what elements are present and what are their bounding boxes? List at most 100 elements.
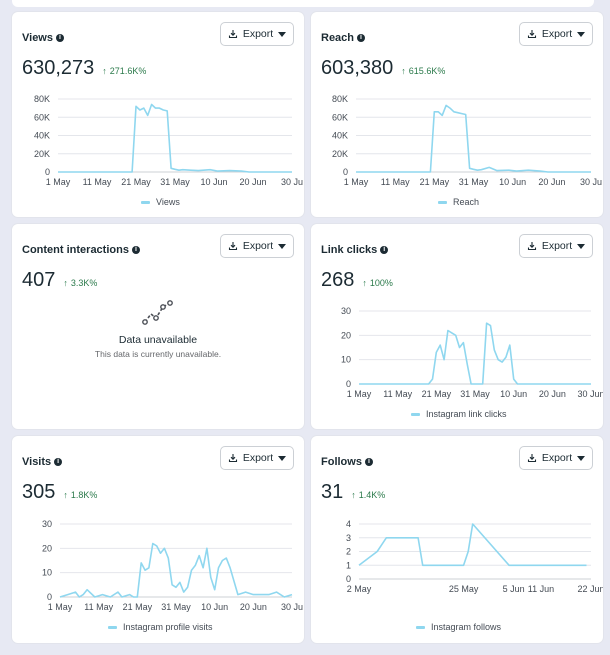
info-icon[interactable]: i bbox=[380, 246, 389, 254]
card-title-label: Follows bbox=[321, 456, 362, 468]
metric-delta: ↑ 3.3K% bbox=[63, 278, 97, 288]
arrow-up-icon: ↑ bbox=[351, 490, 356, 500]
download-icon bbox=[527, 242, 536, 251]
y-tick-label: 3 bbox=[346, 533, 351, 543]
metric-delta-value: 100% bbox=[369, 278, 393, 288]
y-tick-label: 20 bbox=[341, 330, 351, 340]
export-label: Export bbox=[242, 240, 274, 252]
reach-card: Reach i Export 603,380 ↑ 615.6K% 0 20K 40K 6… bbox=[311, 12, 603, 217]
legend-swatch bbox=[411, 412, 420, 416]
x-tick-label: 21 May bbox=[123, 602, 153, 612]
info-icon[interactable]: i bbox=[357, 34, 366, 42]
unavailable-title: Data unavailable bbox=[118, 334, 198, 346]
card-title: Content interactions i bbox=[22, 244, 140, 256]
metric-value: 603,380 bbox=[321, 57, 394, 79]
broken-chart-icon bbox=[142, 300, 173, 325]
link-clicks-card: Link clicks i Export 268 ↑ 100% 0 10 20 30 1 … bbox=[311, 224, 603, 429]
follows-chart: 0 1 2 3 4 2 May 25 May 5 Jun 11 Jun 22 Jun bbox=[346, 519, 603, 594]
metric: 407 ↑ 3.3K% bbox=[22, 269, 97, 292]
metric-delta: ↑ 271.6K% bbox=[102, 66, 146, 76]
export-button[interactable]: Export bbox=[519, 22, 593, 46]
content-interactions-card: Content interactions i Export 407 ↑ 3.3K%… bbox=[12, 224, 304, 429]
arrow-up-icon: ↑ bbox=[102, 66, 107, 76]
metric-delta-value: 3.3K% bbox=[70, 278, 98, 288]
y-tick-label: 80K bbox=[332, 94, 348, 104]
info-icon[interactable]: i bbox=[364, 458, 373, 466]
export-button[interactable]: Export bbox=[220, 22, 294, 46]
link-clicks-chart: 0 10 20 30 1 May 11 May 21 May 31 May 10 Jun 20 J… bbox=[341, 306, 603, 399]
metric-delta-value: 615.6K% bbox=[408, 66, 446, 76]
metric-value: 305 bbox=[22, 481, 56, 503]
x-tick-label: 22 Jun bbox=[577, 584, 603, 594]
x-tick-label: 11 May bbox=[383, 389, 412, 399]
x-tick-label: 11 Jun bbox=[528, 584, 554, 594]
metric-value: 31 bbox=[321, 481, 344, 503]
metric-delta: ↑ 1.4K% bbox=[351, 490, 385, 500]
legend-label: Views bbox=[156, 197, 180, 207]
y-tick-label: 30 bbox=[42, 519, 52, 529]
x-tick-label: 11 May bbox=[381, 177, 410, 187]
y-tick-label: 40K bbox=[34, 131, 50, 141]
card-title: Link clicks i bbox=[321, 244, 389, 256]
visits-chart: 0 10 20 30 1 May 11 May 21 May 31 May 10 Jun 20 J… bbox=[42, 519, 303, 612]
card-title: Follows i bbox=[321, 456, 373, 468]
card-title-label: Views bbox=[22, 32, 53, 44]
x-tick-label: 1 May bbox=[347, 389, 372, 399]
metric-delta-value: 1.4K% bbox=[358, 490, 386, 500]
legend-label: Instagram profile visits bbox=[123, 622, 213, 632]
x-tick-label: 10 Jun bbox=[200, 177, 227, 187]
follows-card: Follows i Export 31 ↑ 1.4K% 0 1 2 3 4 2 May 25 … bbox=[311, 436, 603, 643]
x-tick-label: 2 May bbox=[347, 584, 372, 594]
y-tick-label: 10 bbox=[341, 355, 351, 365]
y-tick-label: 0 bbox=[343, 167, 348, 177]
export-button[interactable]: Export bbox=[220, 234, 294, 258]
export-button[interactable]: Export bbox=[220, 446, 294, 470]
x-tick-label: 1 May bbox=[48, 602, 73, 612]
chart-legend: Reach bbox=[438, 197, 479, 207]
download-icon bbox=[228, 454, 237, 463]
metric-delta: ↑ 1.8K% bbox=[63, 490, 97, 500]
chevron-down-icon bbox=[278, 243, 287, 249]
x-tick-label: 10 Jun bbox=[500, 389, 527, 399]
y-tick-label: 60K bbox=[332, 112, 348, 122]
legend-label: Instagram link clicks bbox=[426, 409, 507, 419]
chart-legend: Views bbox=[141, 197, 180, 207]
metric-delta: ↑ 615.6K% bbox=[401, 66, 445, 76]
x-tick-label: 30 Ju bbox=[580, 177, 602, 187]
legend-swatch bbox=[141, 200, 150, 204]
metric: 268 ↑ 100% bbox=[321, 269, 393, 292]
series-line bbox=[356, 104, 591, 173]
chevron-down-icon bbox=[577, 243, 586, 249]
views-chart: 0 20K 40K 60K 80K 1 May 11 May 21 May 31 May 10 J… bbox=[34, 94, 303, 187]
metric: 31 ↑ 1.4K% bbox=[321, 481, 385, 504]
chevron-down-icon bbox=[278, 455, 287, 461]
legend-label: Reach bbox=[453, 197, 480, 207]
y-tick-label: 0 bbox=[45, 167, 50, 177]
x-tick-label: 31 May bbox=[160, 177, 190, 187]
x-tick-label: 20 Jun bbox=[539, 389, 566, 399]
y-tick-label: 20 bbox=[42, 543, 52, 553]
export-label: Export bbox=[242, 452, 274, 464]
x-tick-label: 20 Jun bbox=[240, 602, 267, 612]
export-button[interactable]: Export bbox=[519, 234, 593, 258]
y-tick-label: 0 bbox=[346, 379, 351, 389]
y-tick-label: 20K bbox=[332, 149, 348, 159]
export-button[interactable]: Export bbox=[519, 446, 593, 470]
y-tick-label: 4 bbox=[346, 519, 351, 529]
y-tick-label: 0 bbox=[47, 592, 52, 602]
metric-value: 268 bbox=[321, 269, 355, 291]
y-tick-label: 60K bbox=[34, 112, 50, 122]
chart-legend: Instagram follows bbox=[416, 622, 501, 632]
legend-label: Instagram follows bbox=[431, 622, 502, 632]
info-icon[interactable]: i bbox=[131, 246, 140, 254]
metric-delta-value: 1.8K% bbox=[70, 490, 98, 500]
views-card: Views i Export 630,273 ↑ 271.6K% 0 20K 40K 6… bbox=[12, 12, 304, 217]
x-tick-label: 30 Ju bbox=[281, 177, 303, 187]
export-label: Export bbox=[541, 452, 573, 464]
info-icon[interactable]: i bbox=[56, 34, 64, 42]
x-tick-label: 30 Jun bbox=[577, 389, 603, 399]
legend-swatch bbox=[416, 625, 425, 629]
y-tick-label: 80K bbox=[34, 94, 50, 104]
x-tick-label: 21 May bbox=[420, 177, 450, 187]
info-icon[interactable]: i bbox=[54, 458, 63, 466]
